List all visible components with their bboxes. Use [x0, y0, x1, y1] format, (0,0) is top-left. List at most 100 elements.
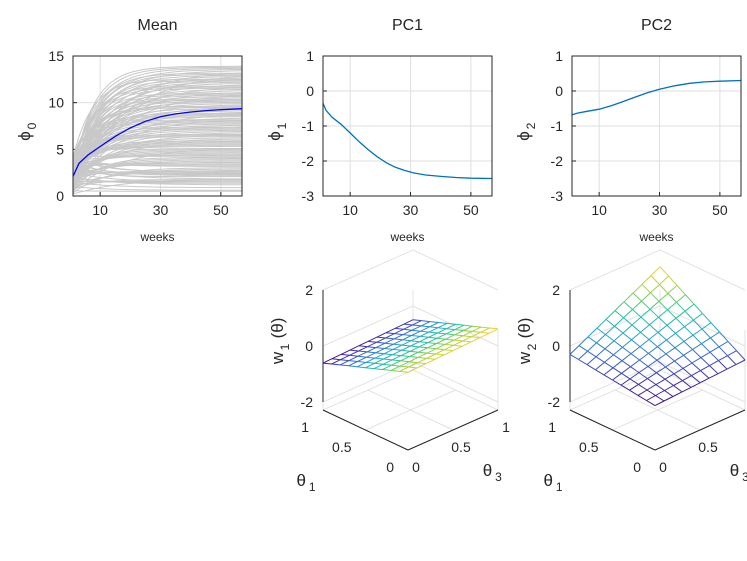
mesh-line [444, 343, 454, 346]
x-tick-label: 30 [403, 202, 419, 218]
mesh-line [727, 350, 737, 357]
mesh-line [393, 338, 403, 341]
mesh-line [684, 319, 694, 328]
mesh-line [622, 324, 633, 334]
mesh-line [394, 328, 404, 335]
background-curve [72, 160, 242, 180]
mesh-line [420, 326, 430, 332]
mesh-line [412, 320, 422, 326]
mesh-line [383, 358, 393, 361]
mesh-line [426, 348, 437, 354]
mesh-line [710, 322, 720, 333]
mesh-line [472, 325, 482, 328]
mesh-line [403, 319, 414, 325]
mesh-line [667, 285, 678, 294]
mesh-line [718, 355, 728, 362]
mesh-line [419, 331, 430, 337]
mesh-line [420, 325, 430, 328]
mesh-line [418, 342, 429, 348]
background-curve [72, 181, 242, 189]
mesh-line [595, 348, 606, 358]
background-curve [72, 141, 242, 174]
mesh-line [657, 346, 667, 355]
theta1-axis-line [322, 409, 409, 451]
z-axis-subscript: 2 [525, 343, 539, 350]
mesh-line [659, 275, 669, 285]
mesh-line [709, 360, 719, 367]
y-axis-symbol: ϕ [265, 131, 284, 141]
mesh-line [700, 370, 710, 379]
mesh-line [709, 365, 719, 375]
mesh-line [630, 359, 640, 368]
background-curve [72, 126, 243, 159]
mesh-line [399, 365, 409, 368]
mesh-line [701, 343, 711, 353]
mesh-line [410, 341, 420, 347]
mesh-line [452, 345, 463, 352]
mesh-line [435, 343, 446, 350]
mesh-line [331, 359, 341, 365]
mesh-line [435, 349, 445, 355]
y-axis-label: ϕ0 [15, 122, 39, 140]
w2-surface-axes: 20-210.50 00.5θ 1θ 3w2(θ) [515, 249, 747, 494]
mesh-line [437, 332, 447, 335]
mesh-line [629, 372, 640, 380]
mesh-line [614, 301, 625, 311]
mesh-line [463, 330, 473, 332]
mesh-line [596, 319, 607, 329]
mesh-line [357, 355, 367, 358]
mesh-line [658, 316, 668, 326]
mesh-line [358, 345, 368, 348]
mesh-line [446, 322, 456, 325]
mesh-line [453, 339, 463, 342]
mesh-line [649, 300, 660, 310]
mesh-line [684, 303, 695, 312]
mesh-line [647, 378, 657, 386]
theta1-tick-label: 0 [633, 459, 641, 475]
mesh-line [604, 340, 615, 350]
theta1-symbol: θ [297, 471, 306, 490]
y-tick-label: 0 [555, 83, 563, 99]
floor-gridline [367, 389, 454, 431]
mesh-line [710, 337, 720, 348]
x-tick-label: 50 [213, 202, 229, 218]
mesh-line [437, 327, 447, 330]
theta1-tick-label: 0.5 [579, 439, 599, 455]
mesh-line [444, 339, 455, 345]
mesh-line [638, 372, 648, 380]
background-curve [72, 148, 243, 192]
mesh-line [407, 367, 418, 373]
mesh-line [339, 364, 349, 367]
mesh-line [480, 326, 490, 329]
mesh-line [365, 367, 375, 370]
mesh-line [417, 352, 428, 358]
mesh-line [411, 335, 421, 337]
x-tick-label: 30 [153, 202, 169, 218]
mesh-line [650, 284, 660, 294]
mesh-line [692, 334, 702, 345]
mesh-line [595, 361, 605, 371]
mesh-line [384, 348, 394, 350]
z-axis-symbol: w [268, 351, 287, 365]
mesh-line [665, 366, 675, 375]
mesh-line [569, 353, 579, 360]
z-axis-symbol: w [515, 351, 534, 365]
mesh-line [596, 334, 606, 344]
mesh-line [382, 364, 392, 370]
mesh-line [394, 327, 404, 330]
wall-gridline [322, 305, 414, 347]
mesh-line [708, 373, 719, 379]
mesh-line [735, 359, 746, 366]
mesh-line [392, 354, 402, 357]
background-curves [72, 65, 243, 195]
mesh-line [408, 366, 418, 369]
mesh-line [650, 266, 661, 276]
mesh-line [349, 350, 359, 356]
mesh-line [595, 369, 605, 376]
mesh-line [419, 336, 429, 343]
chart-title: Mean [137, 17, 177, 34]
mesh-line [621, 353, 632, 362]
